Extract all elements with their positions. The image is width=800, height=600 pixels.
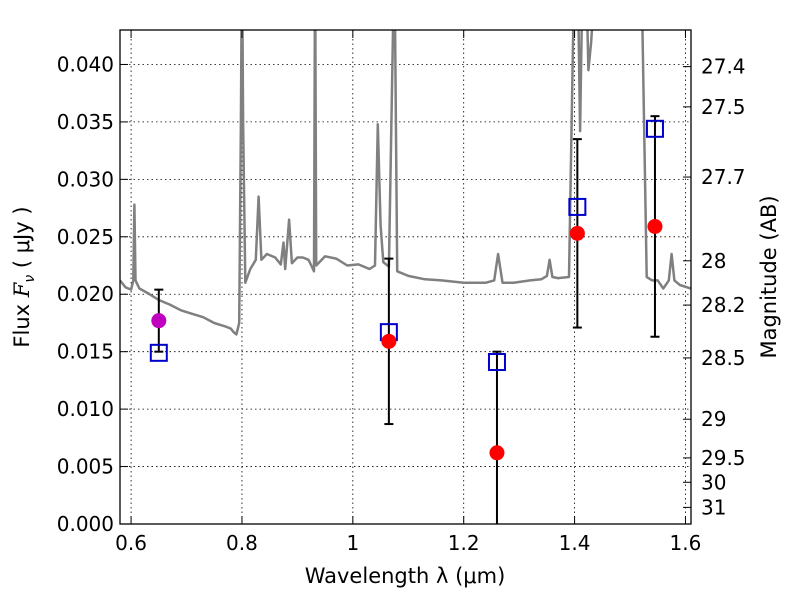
observed-point xyxy=(489,445,505,461)
y-tick-label: 0.020 xyxy=(57,282,114,306)
y-axis-title: Flux Fν ( μJy ) xyxy=(10,206,38,347)
plot-background xyxy=(120,30,691,524)
y2-axis-title: Magnitude (AB) xyxy=(757,195,781,358)
observed-points-layer xyxy=(151,218,663,461)
y2-tick-label: 27.4 xyxy=(701,55,746,79)
x-tick-label: 1.2 xyxy=(448,531,480,555)
y-tick-label: 0.010 xyxy=(57,397,114,421)
x-tick-label: 0.8 xyxy=(226,531,258,555)
y-axis-title-prefix: Flux xyxy=(10,297,34,347)
y2-tick-label: 27.5 xyxy=(701,95,746,119)
model-square xyxy=(487,353,506,372)
tick-labels: 0.6 0.8 1 1.2 1.4 1.6 0.000 0.005 0.010 0.015 0.02… xyxy=(57,52,746,555)
x-axis-title: Wavelength λ (μm) xyxy=(305,564,506,588)
y2-tick-label: 30 xyxy=(701,470,726,494)
model-photometry-layer xyxy=(149,119,664,372)
y-axis-title-subscript: ν xyxy=(22,275,38,283)
y-axis-title-suffix: ( μJy ) xyxy=(10,206,34,274)
model-square xyxy=(645,119,664,138)
y-tick-label: 0.035 xyxy=(57,110,114,134)
ticks xyxy=(120,30,691,525)
y2-tick-label: 27.7 xyxy=(701,165,746,189)
y-tick-label: 0.040 xyxy=(57,52,114,76)
y-axis-title-symbol: F xyxy=(10,281,34,298)
y-tick-label: 0.025 xyxy=(57,225,114,249)
y2-tick-label: 28.5 xyxy=(701,346,746,370)
x-tick-label: 1.4 xyxy=(559,531,591,555)
observed-point-special xyxy=(151,313,167,329)
observed-point xyxy=(381,333,397,349)
spectrum-line xyxy=(120,30,691,336)
plot-frame xyxy=(119,29,692,525)
y-tick-label: 0.015 xyxy=(57,340,114,364)
y2-tick-label: 29.5 xyxy=(701,446,746,470)
observed-point xyxy=(647,218,663,234)
y-tick-label: 0.000 xyxy=(57,512,114,536)
y2-tick-label: 29 xyxy=(701,407,726,431)
spectrum-layer xyxy=(120,30,691,336)
model-square xyxy=(149,343,168,362)
model-square xyxy=(568,197,587,216)
y2-tick-label: 31 xyxy=(701,495,726,519)
y2-tick-label: 28 xyxy=(701,249,726,273)
y2-tick-label: 28.2 xyxy=(701,293,746,317)
svg-text:Flux Fν ( μJy ): Flux Fν ( μJy ) xyxy=(10,206,38,347)
x-tick-label: 0.6 xyxy=(115,531,147,555)
y-tick-label: 0.005 xyxy=(57,455,114,479)
x-tick-label: 1 xyxy=(346,531,359,555)
x-tick-label: 1.6 xyxy=(670,531,702,555)
observed-point xyxy=(569,225,585,241)
y-tick-label: 0.030 xyxy=(57,167,114,191)
